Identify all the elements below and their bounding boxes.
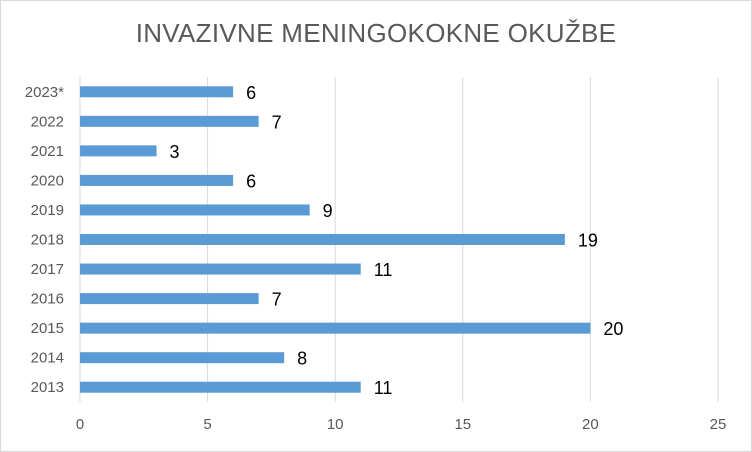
x-tick-label-0: 0 (76, 416, 84, 433)
data-label-2018: 19 (578, 231, 598, 251)
y-tick-label-2023*: 2023* (25, 84, 64, 101)
bar-2020 (80, 174, 234, 186)
y-tick-label-2019: 2019 (31, 202, 64, 219)
y-tick-label-2018: 2018 (31, 232, 64, 249)
y-tick-label-2017: 2017 (31, 261, 64, 278)
bar-2017 (80, 263, 361, 275)
x-tick-label-5: 5 (203, 416, 211, 433)
y-tick-label-2015: 2015 (31, 320, 64, 337)
y-tick-label-2020: 2020 (31, 172, 64, 189)
data-label-2020: 6 (246, 171, 256, 191)
data-label-2016: 7 (272, 290, 282, 310)
bar-2018 (80, 234, 565, 245)
bar-2016 (80, 293, 259, 305)
chart-title: INVAZIVNE MENINGOKOKNE OKUŽBE (135, 18, 617, 48)
x-tick-label-15: 15 (454, 416, 471, 433)
y-tick-label-2014: 2014 (31, 350, 64, 367)
data-label-2021: 3 (170, 142, 180, 162)
y-tick-label-2022: 2022 (31, 113, 64, 130)
bar-2023* (80, 86, 234, 98)
bar-2019 (80, 204, 310, 216)
y-tick-label-2013: 2013 (31, 379, 64, 396)
x-tick-label-20: 20 (582, 416, 599, 433)
bar-2013 (80, 381, 361, 393)
x-tick-label-25: 25 (710, 416, 727, 433)
bar-2014 (80, 352, 285, 364)
bars (80, 86, 591, 393)
data-label-2017: 11 (374, 260, 393, 280)
y-tick-label-2016: 2016 (31, 291, 64, 308)
bar-2015 (80, 322, 591, 334)
data-label-2015: 20 (603, 319, 623, 339)
data-label-2014: 8 (297, 349, 307, 369)
bar-2022 (80, 115, 259, 127)
data-label-2019: 9 (323, 201, 333, 221)
data-label-2013: 11 (374, 378, 393, 398)
data-label-2022: 7 (272, 112, 282, 132)
x-tick-label-10: 10 (327, 416, 344, 433)
y-tick-label-2021: 2021 (31, 143, 64, 160)
bar-2021 (80, 145, 157, 157)
data-label-2023*: 6 (246, 83, 256, 103)
